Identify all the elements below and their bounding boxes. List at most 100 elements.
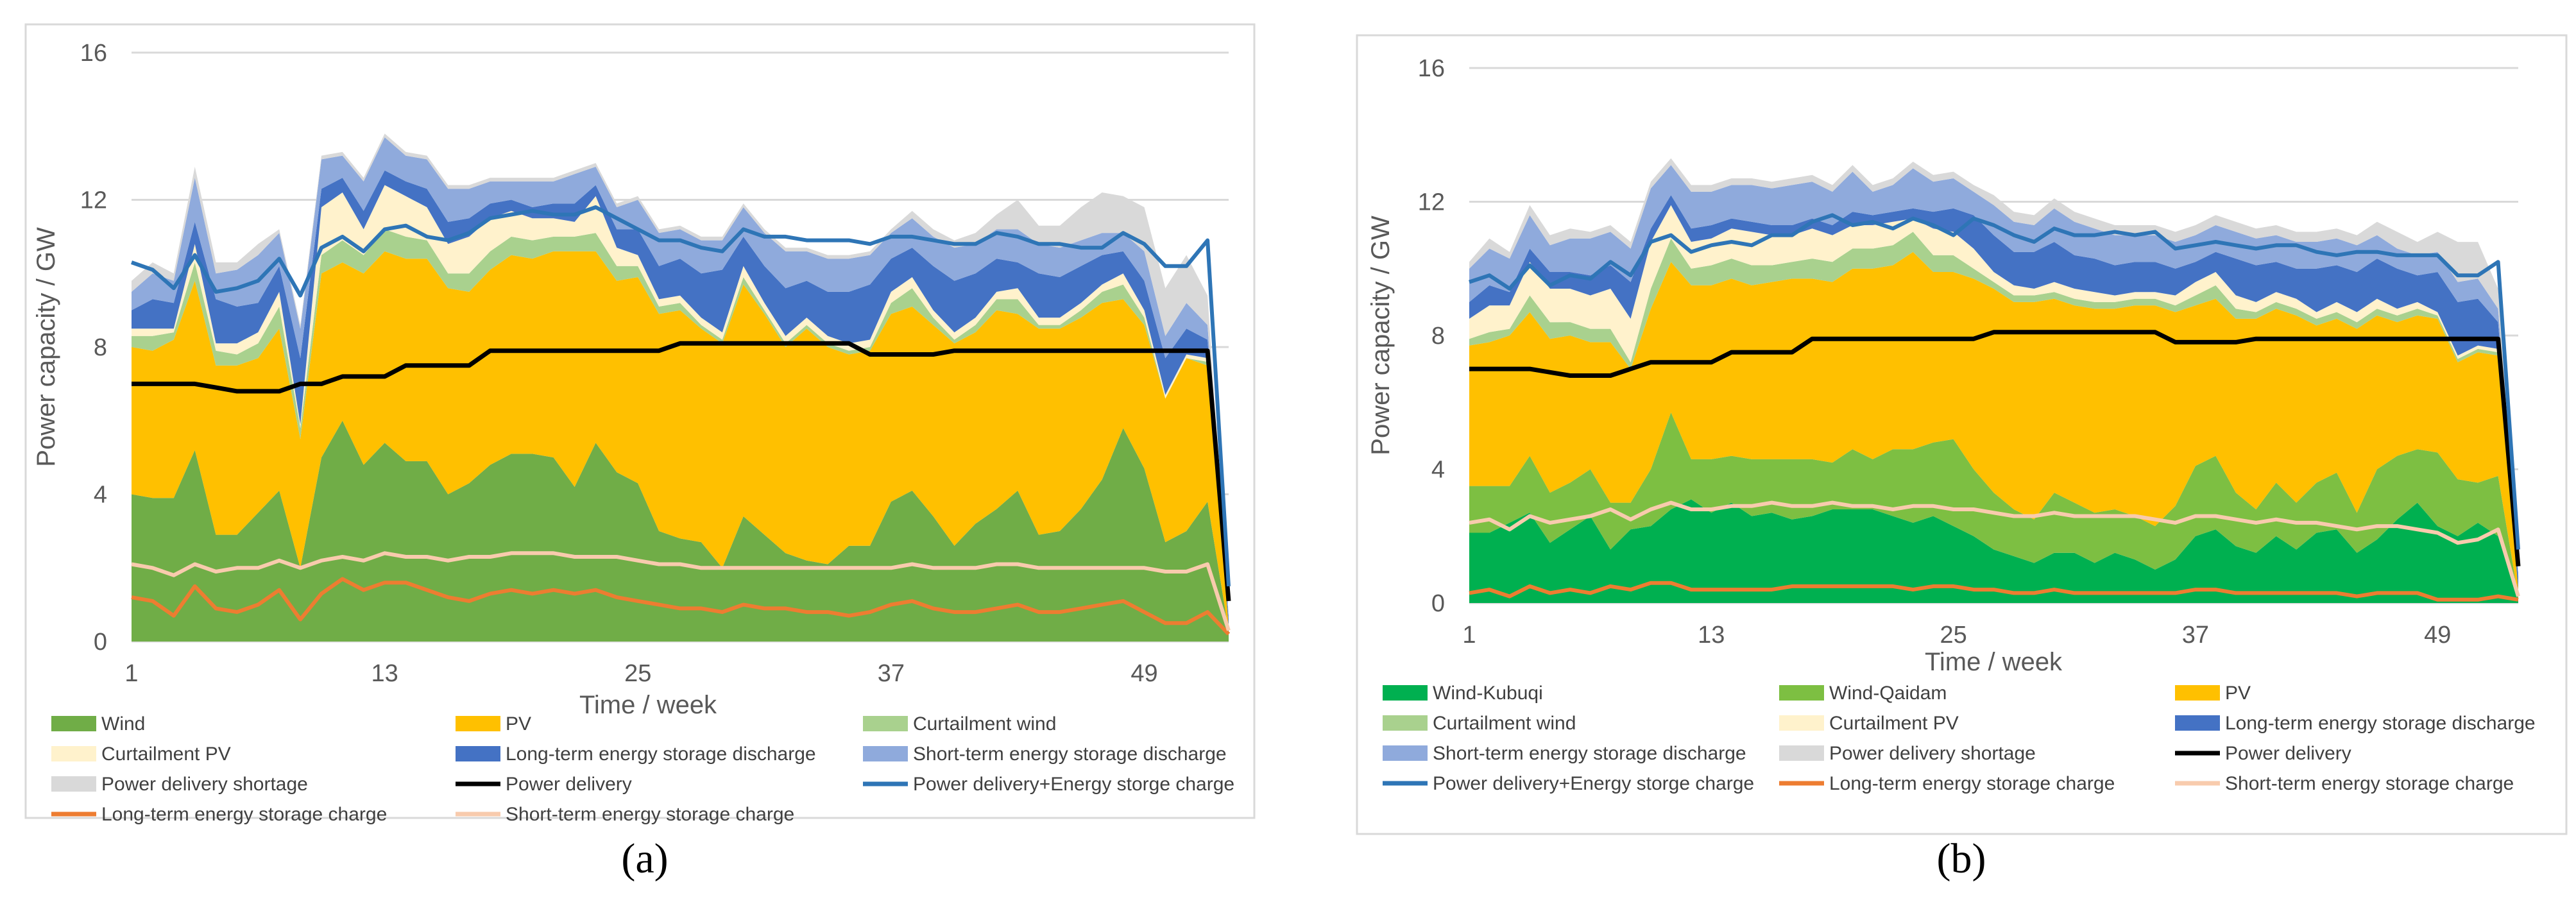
legend-label: Curtailment wind bbox=[1433, 713, 1576, 734]
legend-label: Short-term energy storage discharge bbox=[1433, 743, 1746, 764]
legend-item-lt_dis: Long-term energy storage discharge bbox=[2175, 713, 2536, 734]
legend-item-delivery: Power delivery bbox=[2175, 743, 2351, 764]
y-tick-label: 0 bbox=[1431, 590, 1445, 617]
legend-label: Power delivery bbox=[506, 774, 632, 795]
legend-swatch bbox=[2175, 715, 2220, 731]
legend-item-lt_charge: Long-term energy storage charge bbox=[51, 804, 387, 825]
line-series-lt_charge bbox=[131, 577, 1231, 636]
area-series-st_dis bbox=[132, 137, 1229, 620]
area-series-curt_wind bbox=[132, 229, 1229, 627]
legend-label: Long-term energy storage discharge bbox=[506, 744, 816, 765]
legend-item-curt_pv: Curtailment PV bbox=[51, 744, 231, 765]
legend-swatch bbox=[51, 716, 96, 731]
legend-item-delivery_plus: Power delivery+Energy storge charge bbox=[863, 774, 1234, 795]
line-series-delivery_plus bbox=[1469, 213, 2520, 550]
panel-a-chart: 0 4 8 12 16 1 13 25 37 49 Time / week Power capacit… bbox=[24, 23, 1256, 882]
x-tick-label: 1 bbox=[124, 660, 138, 687]
legend-label: Curtailment PV bbox=[1829, 713, 1959, 734]
legend-label: Power delivery+Energy storge charge bbox=[1433, 773, 1754, 794]
legend-swatch bbox=[1383, 745, 1428, 761]
legend-label: Power delivery+Energy storge charge bbox=[913, 774, 1234, 795]
legend-label: Power delivery shortage bbox=[1829, 743, 2036, 764]
line-series-st_charge bbox=[1469, 500, 2520, 597]
y-tick-label: 4 bbox=[1431, 457, 1445, 484]
legend-label: Short-term energy storage discharge bbox=[913, 744, 1227, 765]
legend-item-curt_wind: Curtailment wind bbox=[863, 713, 1056, 735]
legend-label: Curtailment wind bbox=[913, 713, 1056, 735]
x-tick-label: 1 bbox=[1462, 622, 1476, 649]
legend-item-lt_charge: Long-term energy storage charge bbox=[1779, 773, 2115, 794]
legend-label: Curtailment PV bbox=[101, 744, 231, 765]
area-series-pv bbox=[132, 251, 1229, 631]
y-tick-label: 16 bbox=[80, 40, 107, 67]
x-tick-label: 25 bbox=[1940, 622, 1966, 649]
legend-item-qaidam: Wind-Qaidam bbox=[1779, 683, 1947, 704]
legend-label: Power delivery shortage bbox=[101, 774, 308, 795]
legend-swatch bbox=[456, 746, 500, 761]
legend-label: Long-term energy storage charge bbox=[101, 804, 387, 825]
y-tick-label: 4 bbox=[94, 482, 107, 509]
area-series-lt_dis bbox=[132, 170, 1229, 627]
legend-item-pv: PV bbox=[456, 713, 531, 735]
line-series-lt_charge bbox=[1469, 581, 2519, 602]
legend-label: Short-term energy storage charge bbox=[506, 804, 794, 825]
area-series-qaidam bbox=[1469, 412, 2518, 600]
legend-swatch bbox=[1383, 685, 1428, 701]
legend-swatch bbox=[1779, 685, 1824, 701]
y-tick-label: 8 bbox=[1431, 323, 1445, 350]
legend-swatch bbox=[2175, 685, 2220, 701]
line-series-delivery_plus bbox=[131, 205, 1231, 587]
legend-item-curt_wind: Curtailment wind bbox=[1383, 713, 1576, 734]
legend-swatch bbox=[1779, 715, 1824, 731]
legend-item-st_dis: Short-term energy storage discharge bbox=[1383, 743, 1746, 764]
y-tick-label: 12 bbox=[1418, 189, 1445, 216]
y-tick-label: 16 bbox=[1418, 55, 1445, 82]
x-axis-title: Time / week bbox=[1925, 648, 2063, 676]
legend-item-shortage: Power delivery shortage bbox=[1779, 743, 2036, 764]
legend-item-delivery: Power delivery bbox=[456, 774, 632, 795]
legend-swatch bbox=[1779, 745, 1824, 761]
x-axis-title: Time / week bbox=[579, 691, 717, 719]
legend-label: PV bbox=[506, 713, 531, 735]
legend-swatch bbox=[456, 716, 500, 731]
legend-item-lt_dis: Long-term energy storage discharge bbox=[456, 744, 816, 765]
legend-label: PV bbox=[2225, 683, 2251, 704]
legend-swatch bbox=[1383, 715, 1428, 731]
line-series-delivery bbox=[132, 341, 1231, 602]
legend-swatch bbox=[863, 716, 908, 731]
legend-label: Short-term energy storage charge bbox=[2225, 773, 2514, 794]
x-tick-label: 25 bbox=[624, 660, 651, 687]
x-tick-label: 49 bbox=[1130, 660, 1157, 687]
legend-item-kubuqi: Wind-Kubuqi bbox=[1383, 683, 1543, 704]
legend-item-pv: PV bbox=[2175, 683, 2251, 704]
x-tick-label: 37 bbox=[2182, 622, 2209, 649]
area-series-kubuqi bbox=[1469, 499, 2518, 603]
line-series-delivery bbox=[1469, 330, 2521, 567]
legend-swatch bbox=[51, 776, 96, 792]
panel-caption: (b) bbox=[1937, 835, 1986, 882]
legend-item-st_dis: Short-term energy storage discharge bbox=[863, 744, 1227, 765]
legend-item-delivery_plus: Power delivery+Energy storge charge bbox=[1383, 773, 1754, 794]
legend-label: Long-term energy storage charge bbox=[1829, 773, 2115, 794]
y-axis-title: Power capacity / GW bbox=[1367, 216, 1395, 455]
area-series-curt_pv bbox=[1469, 205, 2518, 590]
legend-label: Wind bbox=[101, 713, 145, 735]
legend-item-wind: Wind bbox=[51, 713, 145, 735]
x-tick-label: 13 bbox=[371, 660, 398, 687]
x-tick-label: 13 bbox=[1698, 622, 1725, 649]
legend-item-st_charge: Short-term energy storage charge bbox=[2175, 773, 2514, 794]
legend-label: Power delivery bbox=[2225, 743, 2351, 764]
legend-label: Wind-Qaidam bbox=[1829, 683, 1947, 704]
area-series-wind bbox=[132, 420, 1229, 642]
line-series-st_charge bbox=[131, 551, 1231, 631]
y-tick-label: 0 bbox=[94, 629, 107, 656]
legend-swatch bbox=[863, 746, 908, 761]
legend-swatch bbox=[51, 746, 96, 761]
y-tick-label: 8 bbox=[94, 334, 107, 361]
legend-label: Long-term energy storage discharge bbox=[2225, 713, 2536, 734]
legend-item-shortage: Power delivery shortage bbox=[51, 774, 308, 795]
y-tick-label: 12 bbox=[80, 187, 107, 214]
x-tick-label: 49 bbox=[2424, 622, 2451, 649]
legend-label: Wind-Kubuqi bbox=[1433, 683, 1543, 704]
